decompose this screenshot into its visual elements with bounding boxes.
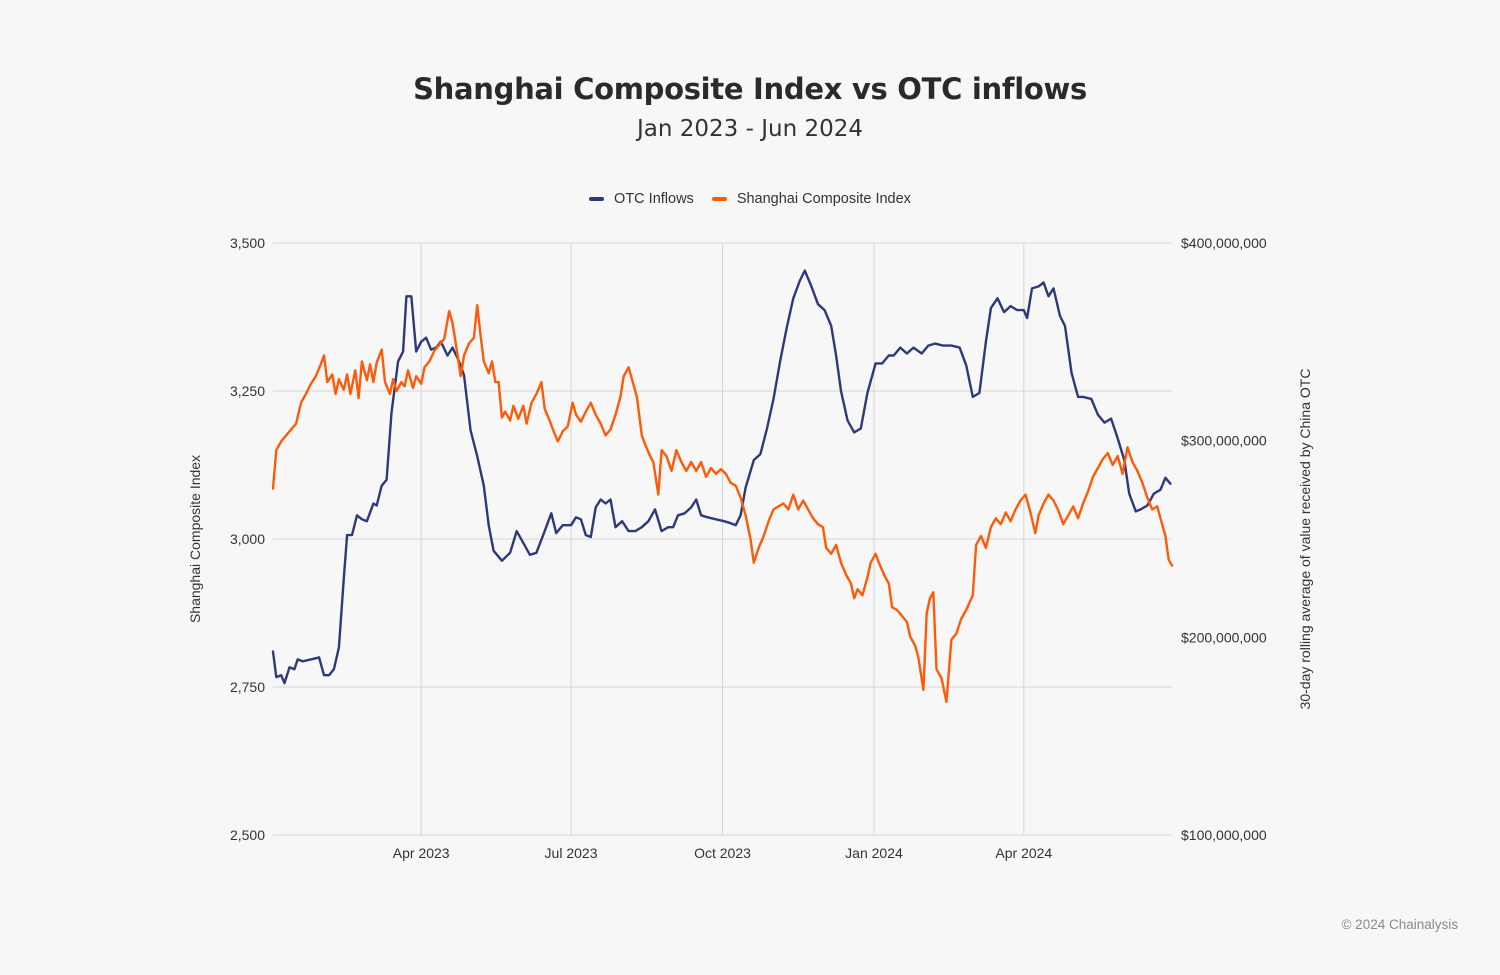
right-tick-label: $200,000,000 <box>1181 630 1267 646</box>
left-tick-label: 3,250 <box>230 383 265 399</box>
legend-label-otc-inflows: OTC Inflows <box>614 191 694 207</box>
right-tick-label: $300,000,000 <box>1181 432 1267 448</box>
grid-lines <box>273 242 1172 836</box>
left-axis-title: Shanghai Composite Index <box>187 455 203 623</box>
chart-title: Shanghai Composite Index vs OTC inflows <box>413 72 1087 106</box>
right-axis-title: 30-day rolling average of value received… <box>1297 369 1313 710</box>
x-tick-label: Jan 2024 <box>845 845 903 861</box>
x-tick-label: Jul 2023 <box>545 845 598 861</box>
legend-label-shanghai-index: Shanghai Composite Index <box>736 191 911 207</box>
left-tick-label: 2,750 <box>230 679 265 695</box>
left-axis-ticks: 2,500 2,750 3,000 3,250 3,500 <box>230 235 265 843</box>
left-tick-label: 2,500 <box>230 827 265 843</box>
copyright-footer: © 2024 Chainalysis <box>1341 917 1458 932</box>
series-line-otc-inflows <box>271 269 1172 685</box>
right-axis-ticks: $100,000,000 $200,000,000 $300,000,000 $400… <box>1181 235 1267 843</box>
right-tick-label: $100,000,000 <box>1181 827 1267 843</box>
legend-item-shanghai-index[interactable]: Shanghai Composite Index <box>711 191 911 207</box>
right-tick-label: $400,000,000 <box>1181 235 1267 251</box>
legend-swatch-otc-inflows <box>589 197 605 201</box>
x-tick-label: Apr 2023 <box>393 845 450 861</box>
chart-subtitle: Jan 2023 - Jun 2024 <box>636 116 863 142</box>
x-tick-label: Oct 2023 <box>694 845 751 861</box>
x-axis-ticks: Apr 2023 Jul 2023 Oct 2023 Jan 2024 Apr 2024 <box>393 845 1053 861</box>
legend: OTC Inflows Shanghai Composite Index <box>0 191 1500 207</box>
series-lines <box>271 269 1174 703</box>
left-tick-label: 3,500 <box>230 235 265 251</box>
x-tick-label: Apr 2024 <box>995 845 1052 861</box>
series-line-shanghai-composite-index <box>271 304 1174 703</box>
left-tick-label: 3,000 <box>230 531 265 547</box>
legend-item-otc-inflows[interactable]: OTC Inflows <box>589 191 694 207</box>
legend-swatch-shanghai-index <box>711 197 727 201</box>
